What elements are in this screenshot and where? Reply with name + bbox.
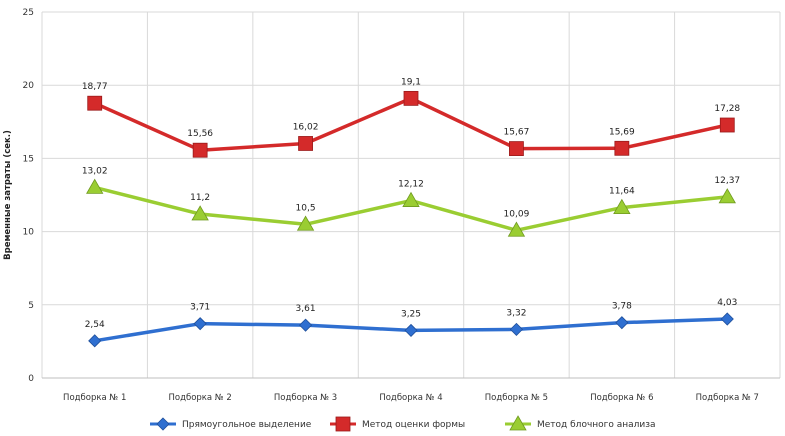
data-label: 12,12 <box>398 180 424 190</box>
data-point <box>86 178 104 194</box>
data-label: 10,09 <box>504 209 530 219</box>
data-label: 11,2 <box>190 193 210 203</box>
data-point <box>88 334 102 348</box>
x-axis-categories: Подборка № 1 Подборка № 2 Подборка № 3 Подб… <box>63 393 759 403</box>
legend-label: Прямоугольное выделение <box>182 420 312 430</box>
legend-item: Метод блочного анализа <box>505 415 656 431</box>
data-point <box>192 142 208 158</box>
y-tick-label: 25 <box>23 8 34 18</box>
y-tick-label: 10 <box>23 228 35 238</box>
data-point <box>296 215 315 231</box>
data-label: 17,28 <box>714 104 740 114</box>
x-category-label: Подборка № 2 <box>168 393 231 403</box>
data-point <box>298 136 313 151</box>
series-line <box>94 96 728 152</box>
y-tick-label: 5 <box>28 301 34 311</box>
data-label: 4,03 <box>717 298 737 308</box>
data-point <box>719 117 735 133</box>
gridlines <box>41 11 781 379</box>
data-point <box>507 221 526 237</box>
y-tick-label: 15 <box>23 154 34 164</box>
data-label: 3,71 <box>190 303 210 313</box>
data-label: 16,02 <box>293 122 319 132</box>
data-label: 11,64 <box>609 187 635 197</box>
data-label: 15,69 <box>609 127 635 137</box>
data-point <box>718 188 736 204</box>
data-label: 3,78 <box>612 302 632 312</box>
data-label: 19,1 <box>401 77 421 87</box>
data-point <box>193 317 207 331</box>
data-label: 3,61 <box>296 304 316 314</box>
data-point <box>402 191 420 207</box>
data-label: 2,54 <box>85 320 105 330</box>
data-point <box>191 205 209 221</box>
data-point <box>509 141 524 156</box>
data-point <box>614 140 630 156</box>
y-tick-label: 20 <box>23 81 35 91</box>
data-label: 12,37 <box>714 176 740 186</box>
legend: Прямоугольное выделение Метод оценки форм… <box>150 415 656 432</box>
data-label: 15,56 <box>187 129 213 139</box>
legend-label: Метод блочного анализа <box>537 420 656 430</box>
data-point <box>403 90 419 106</box>
data-label: 3,32 <box>506 308 526 318</box>
data-label: 13,02 <box>82 166 108 176</box>
data-label: 3,25 <box>401 309 421 319</box>
data-point <box>613 198 631 214</box>
legend-marker <box>335 416 351 432</box>
x-category-label: Подборка № 5 <box>485 393 548 403</box>
legend-item: Прямоугольное выделение <box>150 417 312 431</box>
x-category-label: Подборка № 6 <box>590 393 653 403</box>
y-axis-ticks: 0 5 10 15 20 25 <box>23 8 35 384</box>
series-3: 13,02 11,2 10,5 12,12 10,09 11,64 12,37 <box>82 166 740 237</box>
series-2: 18,77 15,56 16,02 19,1 15,67 15,69 17,28 <box>82 77 740 158</box>
x-category-label: Подборка № 4 <box>379 393 442 403</box>
series-1: 2,54 3,71 3,61 3,25 3,32 3,78 4,03 <box>85 298 737 348</box>
y-axis-label: Временные затраты (сек.) <box>3 130 13 260</box>
x-category-label: Подборка № 1 <box>63 393 126 403</box>
data-point <box>720 312 734 326</box>
data-label: 15,67 <box>504 128 530 138</box>
data-point <box>509 322 523 336</box>
series-group: 2,54 3,71 3,61 3,25 3,32 3,78 4,03 18,77 15,56 16… <box>82 77 740 348</box>
data-label: 18,77 <box>82 82 108 92</box>
legend-marker <box>156 417 170 431</box>
data-point <box>615 316 629 330</box>
x-category-label: Подборка № 7 <box>696 393 759 403</box>
data-point <box>299 318 313 332</box>
legend-marker <box>509 415 527 431</box>
y-tick-label: 0 <box>28 374 34 384</box>
legend-label: Метод оценки формы <box>362 420 465 430</box>
data-label: 10,5 <box>296 203 316 213</box>
data-point <box>404 323 418 337</box>
legend-item: Метод оценки формы <box>330 416 465 432</box>
data-point <box>87 95 103 111</box>
x-category-label: Подборка № 3 <box>274 393 337 403</box>
